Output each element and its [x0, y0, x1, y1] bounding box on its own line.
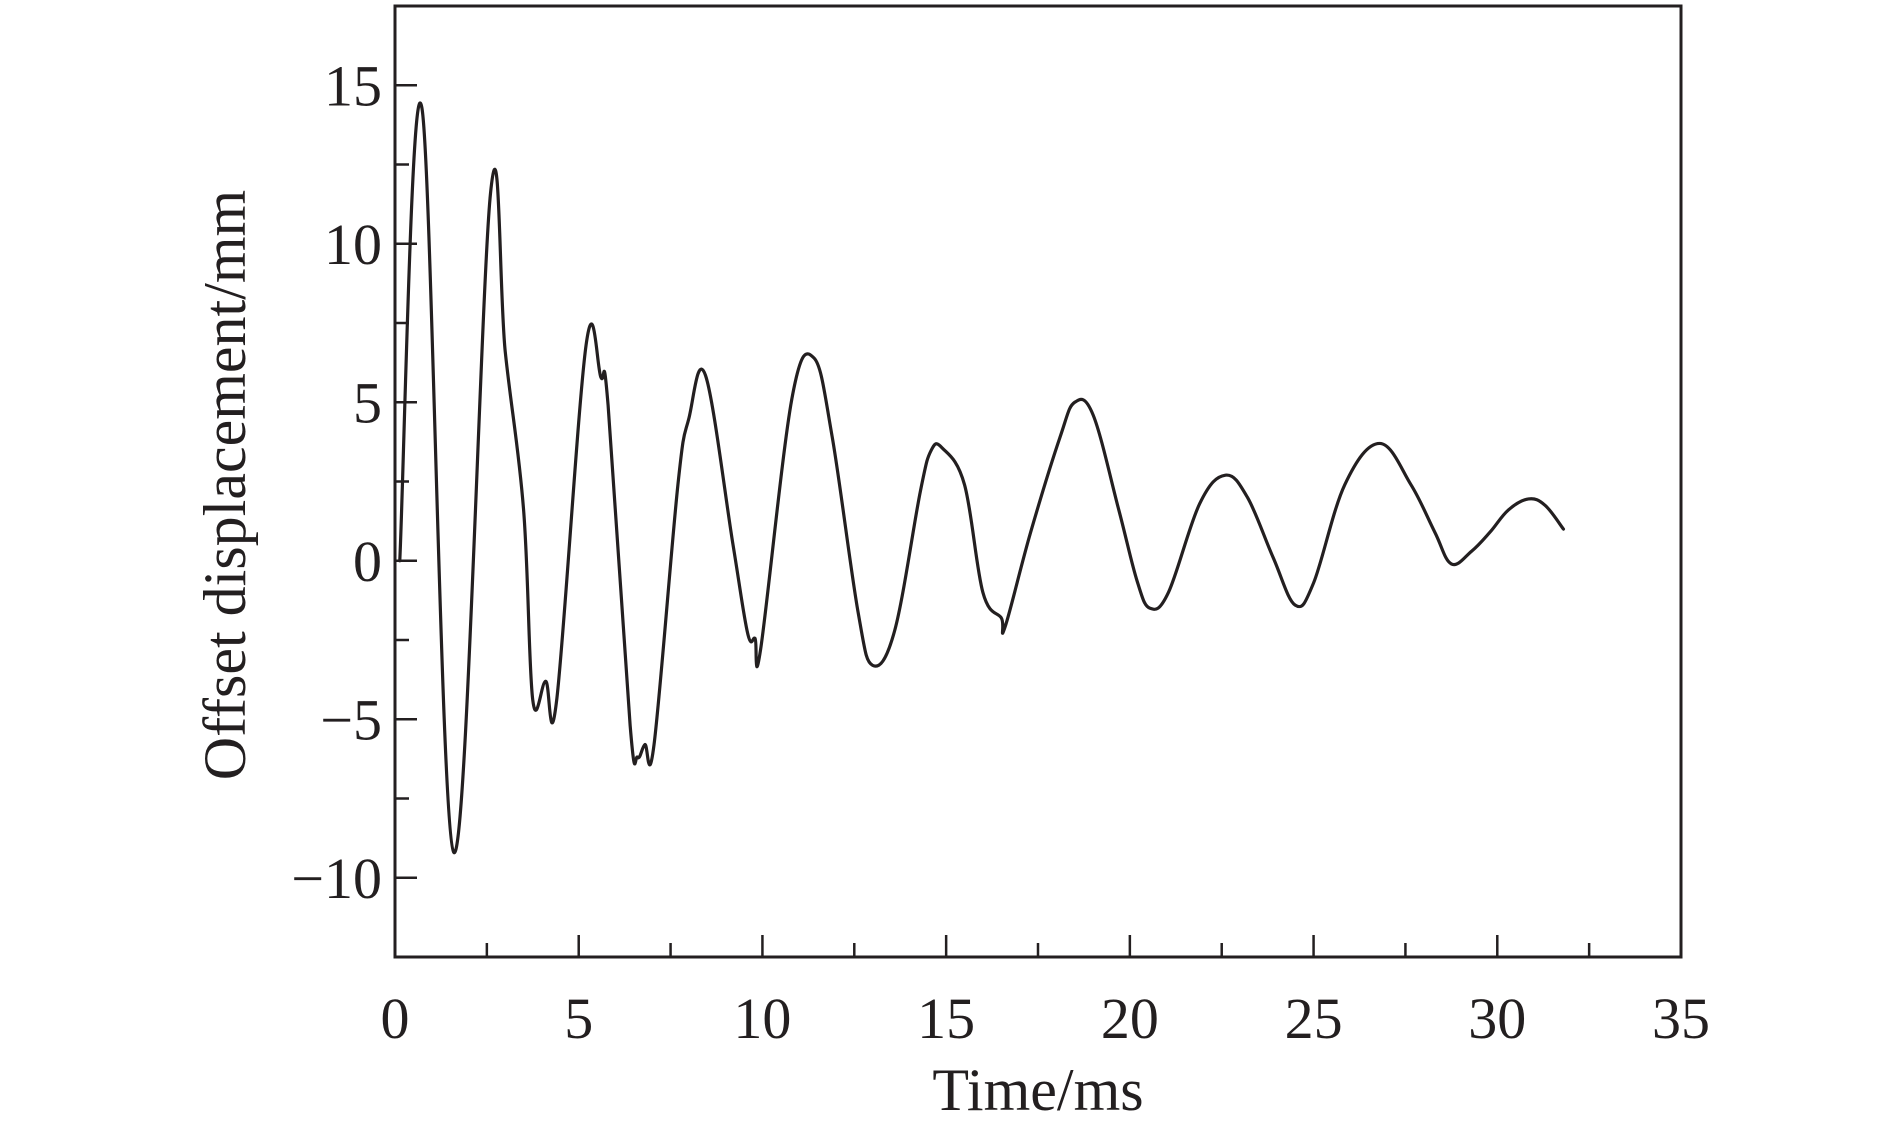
x-tick-label: 5 [564, 986, 593, 1051]
x-axis-label: Time/ms [932, 1057, 1143, 1123]
series-line-offset-displacement [398, 101, 1566, 855]
y-tick-label: 0 [353, 529, 382, 594]
x-tick-label: 0 [381, 986, 410, 1051]
x-tick-labels: 0 5 10 15 20 25 30 35 [381, 986, 1711, 1051]
y-tick-labels: −10 −5 0 5 10 15 [291, 53, 382, 911]
x-tick-label: 30 [1468, 986, 1526, 1051]
y-tick-label: 10 [324, 212, 382, 277]
axis-ticks [393, 4, 1683, 959]
y-axis-label: Offset displacement/mm [192, 190, 258, 780]
x-tick-label: 35 [1652, 986, 1710, 1051]
x-tick-label: 10 [733, 986, 791, 1051]
plot-frame [393, 4, 1683, 959]
y-tick-label: −10 [291, 846, 382, 911]
y-tick-label: 5 [353, 370, 382, 435]
y-tick-label: −5 [320, 687, 382, 752]
y-tick-label: 15 [324, 53, 382, 118]
x-tick-label: 25 [1285, 986, 1343, 1051]
x-tick-label: 20 [1101, 986, 1159, 1051]
x-tick-label: 15 [917, 986, 975, 1051]
